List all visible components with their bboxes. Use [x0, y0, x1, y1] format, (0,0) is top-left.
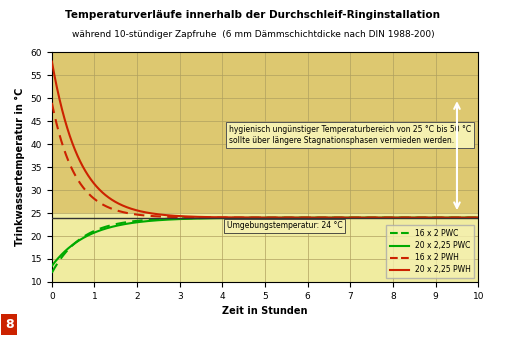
Text: 8: 8 [5, 318, 14, 331]
Text: Umgebungstemperatur: 24 °C: Umgebungstemperatur: 24 °C [226, 221, 342, 230]
Text: Temperaturverläufe innerhalb der Durchschleif-Ringinstallation: Temperaturverläufe innerhalb der Durchsc… [65, 10, 440, 20]
Bar [52, 52, 477, 213]
Text: hygienisch ungünstiger Temperaturbereich von 25 °C bis 50 °C
sollte über längere: hygienisch ungünstiger Temperaturbereich… [228, 125, 470, 145]
Y-axis label: Trinkwassertemperatur in °C: Trinkwassertemperatur in °C [15, 88, 25, 246]
Bar [52, 213, 477, 282]
X-axis label: Zeit in Stunden: Zeit in Stunden [222, 306, 307, 316]
Legend: 16 x 2 PWC, 20 x 2,25 PWC, 16 x 2 PWH, 20 x 2,25 PWH: 16 x 2 PWC, 20 x 2,25 PWC, 16 x 2 PWH, 2… [385, 225, 474, 278]
Text: während 10-stündiger Zapfruhe  (6 mm Dämmschichtdicke nach DIN 1988-200): während 10-stündiger Zapfruhe (6 mm Dämm… [72, 30, 433, 40]
